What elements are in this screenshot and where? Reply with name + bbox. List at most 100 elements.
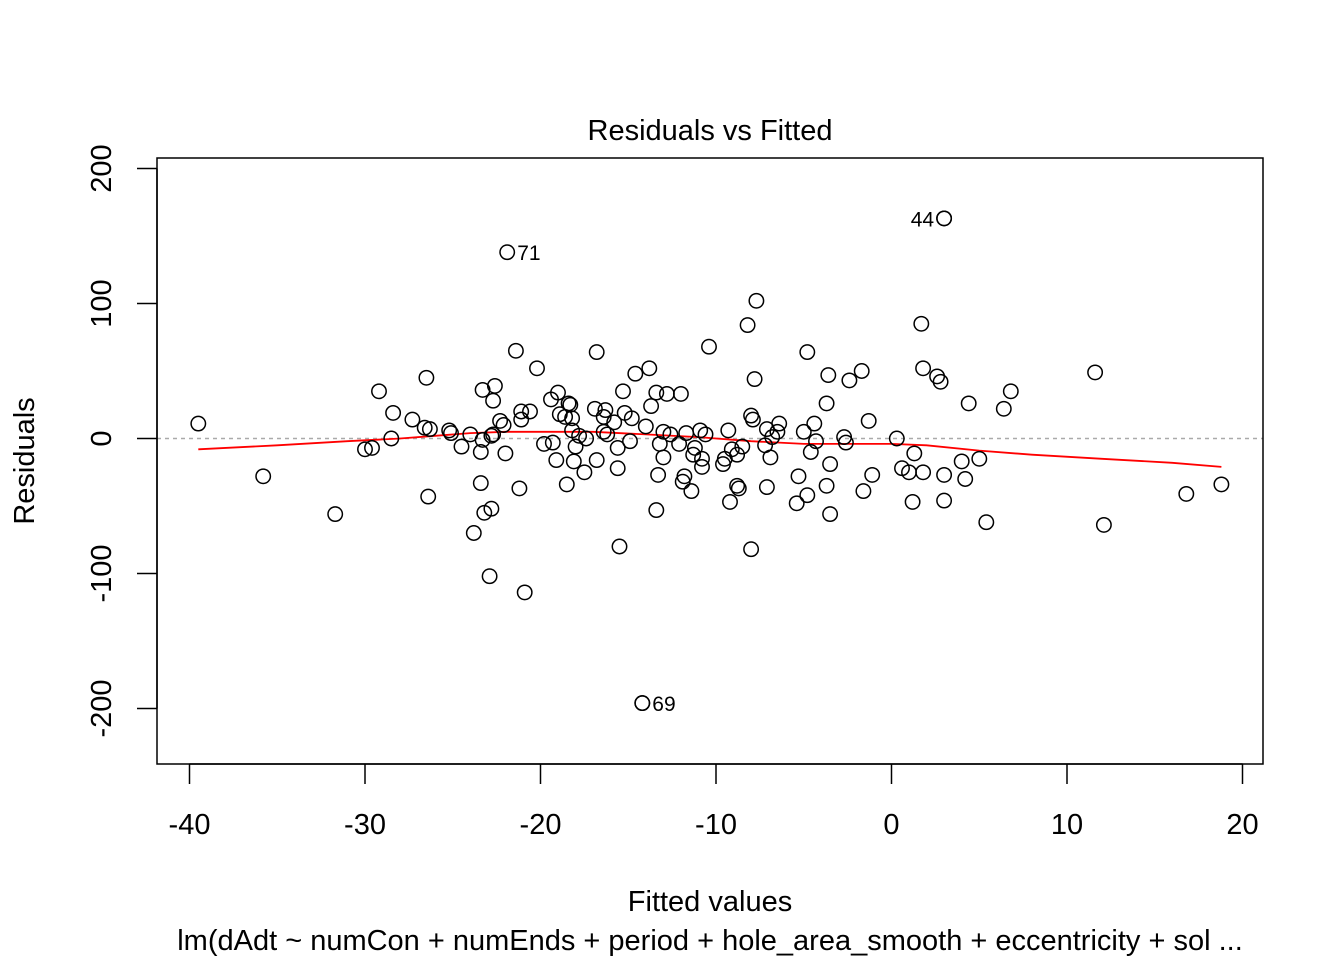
data-point [599,426,616,443]
data-point [511,480,528,497]
data-point [762,449,779,466]
data-point [544,434,561,451]
data-point [513,411,530,428]
outlier-label: 69 [652,693,675,716]
data-point [936,466,953,483]
chart-title: Residuals vs Fitted [588,115,833,147]
data-point [853,363,870,379]
data-point [492,412,509,429]
data-point [729,446,746,463]
data-point [404,411,421,428]
data-point [771,415,788,432]
data-point [627,365,644,382]
data-point [971,450,988,467]
data-point [385,404,402,421]
data-point [913,315,930,332]
data-point [860,412,877,429]
data-point [676,468,693,485]
data-point [485,426,502,443]
data-point [808,433,824,450]
data-point [648,384,665,401]
data-point [611,538,628,555]
data-point [822,456,839,473]
data-point [529,360,545,377]
data-point [472,444,489,460]
data-point [995,400,1012,417]
data-point [474,431,491,448]
y-tick-label: -200 [86,679,118,737]
data-point [327,506,344,523]
data-point [497,445,514,462]
x-tick-label: -40 [169,809,211,841]
data-point [671,435,688,452]
data-point [915,464,932,481]
data-point [888,430,905,447]
data-point [648,502,665,519]
y-tick-label: 200 [86,144,118,192]
x-tick-label: 20 [1226,809,1258,841]
data-point [915,360,932,377]
data-point [622,433,638,450]
data-point [558,476,575,493]
data-point [694,458,710,475]
data-point [1087,364,1104,381]
data-point [481,568,498,585]
data-point [357,441,373,458]
data-point [864,466,881,483]
data-point [420,488,437,505]
y-axis: -200 -100 0 100 200 [86,144,158,738]
data-point [536,435,552,452]
data-point [595,423,612,440]
data-point [685,446,702,463]
data-point [418,369,435,386]
data-point [550,384,566,401]
data-point [904,493,921,510]
data-point [746,371,763,388]
x-tick-label: 0 [883,809,899,841]
data-point [729,477,746,494]
data-point [820,367,837,384]
data-point [255,468,272,485]
data-point [795,423,812,440]
x-axis: -40 -30 -20 -10 0 10 20 [169,763,1259,841]
data-point [764,429,781,446]
data-point [637,418,654,435]
data-point [597,402,614,419]
y-tick-label: 100 [86,279,118,327]
data-point [643,398,660,415]
data-point [650,466,667,483]
data-point [588,344,605,361]
data-point [960,395,977,412]
data-point [692,422,709,439]
data-point [516,584,533,601]
data-point [655,449,672,466]
data-point [701,338,717,355]
data-point [906,445,923,462]
x-tick-label: -10 [695,809,737,841]
data-point [453,438,470,455]
data-point [855,483,872,500]
data-point [686,439,703,456]
point-labels-group: 71 44 69 [499,208,953,716]
data-point [564,410,581,427]
data-point [790,468,807,485]
data-point [672,385,689,402]
data-point [609,439,626,456]
data-point [443,425,459,442]
data-point [720,422,737,439]
data-point [978,514,995,531]
data-point [483,427,500,444]
x-tick-label: -20 [520,809,562,841]
data-point [743,541,760,558]
data-point [936,492,953,509]
data-point [723,441,740,458]
x-axis-label: Fitted values [628,886,792,918]
data-point [495,417,512,433]
data-point [662,426,679,443]
data-point [486,377,503,394]
data-point [748,292,765,309]
data-point [957,471,974,487]
x-tick-label: 10 [1051,809,1083,841]
data-point [571,427,588,444]
data-point [953,453,970,470]
